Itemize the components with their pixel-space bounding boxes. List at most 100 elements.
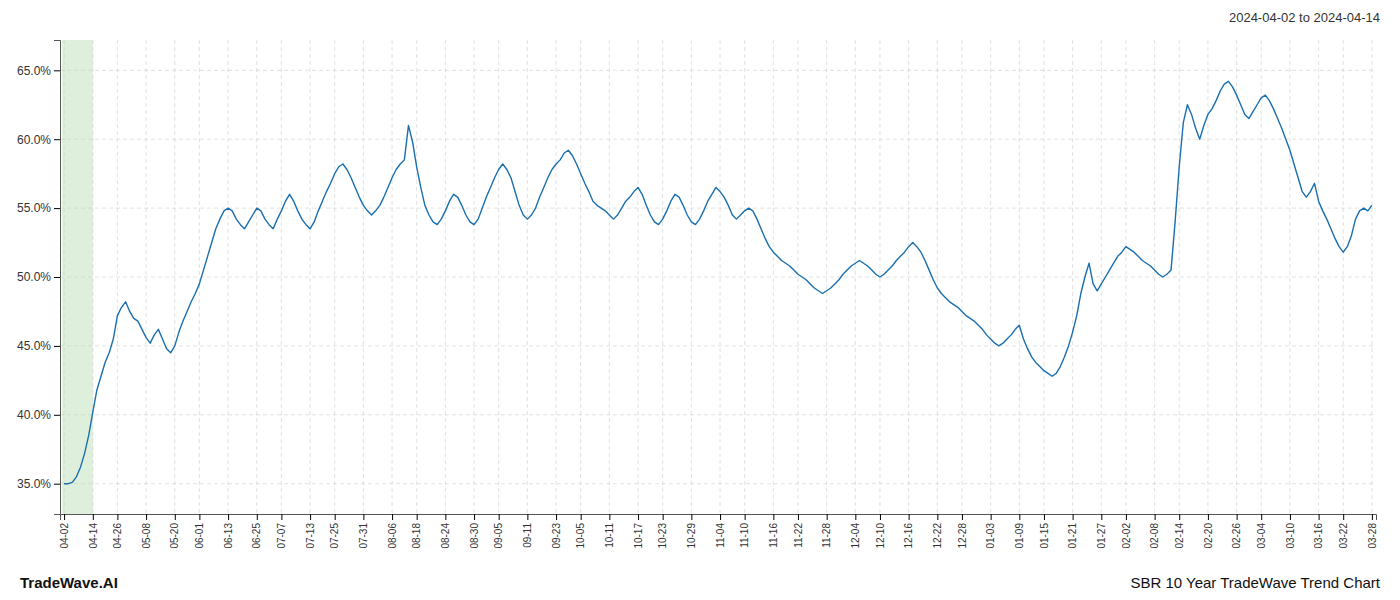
x-tick-label: 04-26 bbox=[112, 523, 123, 549]
y-tick-label: 60.0% bbox=[17, 133, 51, 147]
x-tick-label: 02-26 bbox=[1231, 523, 1242, 549]
x-tick: 10-29 bbox=[686, 514, 697, 549]
x-tick-label: 02-14 bbox=[1174, 523, 1185, 549]
grid-line bbox=[474, 40, 475, 514]
x-tick-label: 03-22 bbox=[1338, 523, 1349, 549]
x-tick-mark bbox=[199, 514, 200, 520]
x-tick: 11-10 bbox=[739, 514, 750, 548]
x-tick: 06-25 bbox=[251, 514, 262, 549]
y-tick-label: 50.0% bbox=[17, 270, 51, 284]
x-tick: 04-26 bbox=[112, 514, 123, 549]
x-tick-label: 09-23 bbox=[551, 523, 562, 549]
grid-line bbox=[256, 40, 257, 514]
y-tick-mark bbox=[54, 139, 60, 140]
x-tick: 12-28 bbox=[957, 514, 968, 549]
x-tick: 02-14 bbox=[1174, 514, 1185, 549]
grid-line bbox=[1101, 40, 1102, 514]
x-tick: 10-17 bbox=[633, 514, 644, 549]
grid-line bbox=[1371, 40, 1372, 514]
grid-line bbox=[580, 40, 581, 514]
x-tick-label: 10-17 bbox=[633, 523, 644, 549]
x-tick-label: 06-25 bbox=[251, 523, 262, 549]
x-tick: 02-26 bbox=[1231, 514, 1242, 549]
x-tick: 03-22 bbox=[1338, 514, 1349, 549]
x-tick-label: 08-24 bbox=[440, 523, 451, 549]
x-tick: 01-27 bbox=[1096, 514, 1107, 549]
grid-line bbox=[310, 40, 311, 514]
x-tick-label: 04-02 bbox=[59, 523, 70, 549]
x-tick: 01-21 bbox=[1067, 514, 1078, 549]
x-tick: 07-25 bbox=[329, 514, 340, 549]
grid-line bbox=[416, 40, 417, 514]
x-tick-mark bbox=[1343, 514, 1344, 520]
x-tick: 01-03 bbox=[985, 514, 996, 549]
x-tick-mark bbox=[827, 514, 828, 520]
x-tick-label: 08-30 bbox=[469, 523, 480, 549]
x-tick: 02-02 bbox=[1121, 514, 1132, 549]
grid-line bbox=[60, 483, 1376, 484]
x-tick-label: 07-07 bbox=[276, 523, 287, 549]
x-tick-mark bbox=[1372, 514, 1373, 520]
x-tick-label: 10-11 bbox=[604, 523, 615, 548]
x-tick-mark bbox=[962, 514, 963, 520]
x-tick-mark bbox=[1126, 514, 1127, 520]
x-tick-label: 01-03 bbox=[985, 523, 996, 549]
grid-line bbox=[720, 40, 721, 514]
grid-line bbox=[1207, 40, 1208, 514]
x-tick-mark bbox=[1155, 514, 1156, 520]
x-tick-label: 12-28 bbox=[957, 523, 968, 549]
y-tick-label: 45.0% bbox=[17, 339, 51, 353]
grid-line bbox=[1043, 40, 1044, 514]
y-tick-label: 55.0% bbox=[17, 201, 51, 215]
line bbox=[64, 81, 1372, 483]
x-tick-mark bbox=[335, 514, 336, 520]
y-tick: 65.0% bbox=[17, 64, 60, 78]
subtitle: 2024-04-02 to 2024-04-14 bbox=[1229, 10, 1380, 25]
x-tick-label: 12-10 bbox=[875, 523, 886, 549]
grid-line bbox=[92, 40, 93, 514]
x-tick: 09-05 bbox=[493, 514, 504, 549]
x-tick-mark bbox=[798, 514, 799, 520]
x-tick-mark bbox=[1101, 514, 1102, 520]
x-tick-mark bbox=[1019, 514, 1020, 520]
x-tick-mark bbox=[499, 514, 500, 520]
x-tick-label: 12-16 bbox=[903, 523, 914, 549]
grid-line bbox=[60, 277, 1376, 278]
grid-line bbox=[334, 40, 335, 514]
x-tick-label: 02-08 bbox=[1149, 523, 1160, 549]
x-tick-mark bbox=[1179, 514, 1180, 520]
x-axis-line bbox=[61, 515, 1377, 521]
x-tick-mark bbox=[991, 514, 992, 520]
grid-line bbox=[281, 40, 282, 514]
grid-line bbox=[937, 40, 938, 514]
x-tick-mark bbox=[175, 514, 176, 520]
grid-line bbox=[556, 40, 557, 514]
y-tick: 60.0% bbox=[17, 133, 60, 147]
y-tick-mark bbox=[54, 70, 60, 71]
x-tick-label: 11-16 bbox=[768, 523, 779, 548]
x-tick: 06-13 bbox=[223, 514, 234, 549]
x-tick-mark bbox=[1261, 514, 1262, 520]
x-tick: 04-14 bbox=[87, 514, 98, 549]
x-tick-label: 07-31 bbox=[358, 523, 369, 549]
grid-line bbox=[773, 40, 774, 514]
grid-line bbox=[797, 40, 798, 514]
y-tick-label: 40.0% bbox=[17, 408, 51, 422]
x-tick: 10-05 bbox=[575, 514, 586, 549]
grid-line bbox=[1236, 40, 1237, 514]
x-tick-label: 01-15 bbox=[1039, 523, 1050, 549]
x-tick-label: 06-13 bbox=[223, 523, 234, 549]
x-tick-mark bbox=[1073, 514, 1074, 520]
x-tick-mark bbox=[880, 514, 881, 520]
x-tick: 07-31 bbox=[358, 514, 369, 549]
x-tick-mark bbox=[93, 514, 94, 520]
x-tick: 11-04 bbox=[715, 514, 726, 548]
x-tick: 07-07 bbox=[276, 514, 287, 549]
grid-line bbox=[826, 40, 827, 514]
x-tick-label: 10-29 bbox=[686, 523, 697, 549]
grid-line bbox=[638, 40, 639, 514]
x-tick: 12-16 bbox=[903, 514, 914, 549]
grid-line bbox=[1318, 40, 1319, 514]
x-tick-label: 03-10 bbox=[1285, 523, 1296, 549]
x-tick-mark bbox=[64, 514, 65, 520]
